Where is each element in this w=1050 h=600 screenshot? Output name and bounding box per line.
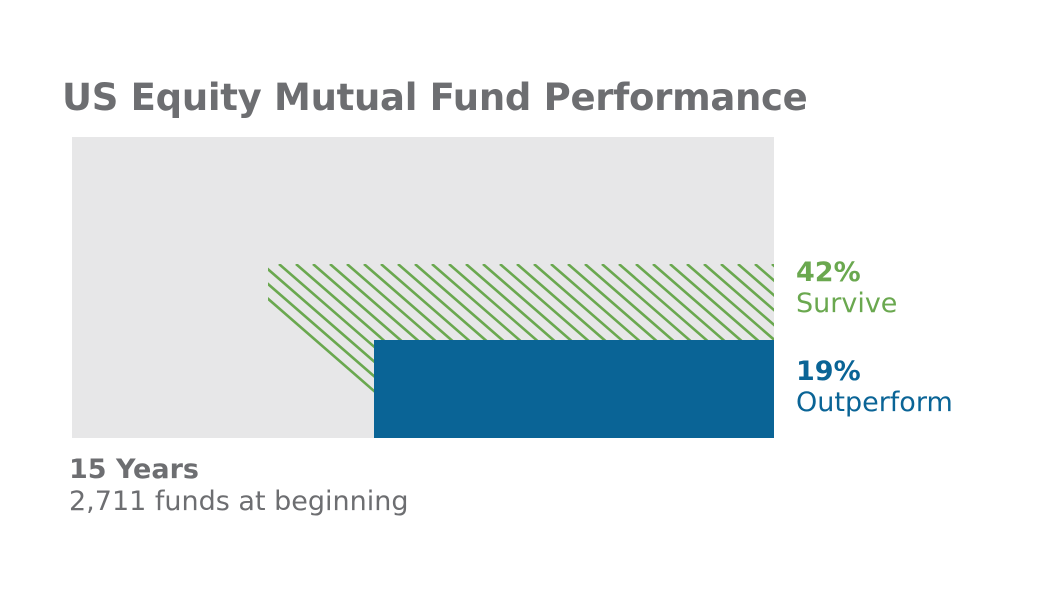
period-label-group: 15 Years 2,711 funds at beginning bbox=[69, 454, 408, 518]
survive-percent-label: 42% bbox=[796, 257, 861, 288]
survive-hatch-line bbox=[686, 264, 774, 342]
survive-hatch-line bbox=[720, 264, 774, 312]
period-label: 15 Years bbox=[69, 454, 199, 485]
survive-hatch-line bbox=[703, 264, 774, 327]
period-sublabel: 2,711 funds at beginning bbox=[69, 486, 409, 517]
outperform-bar bbox=[374, 340, 774, 438]
outperform-text-label: Outperform bbox=[796, 387, 953, 418]
chart-title: US Equity Mutual Fund Performance bbox=[62, 76, 808, 119]
outperform-label-group: 19% Outperform bbox=[796, 356, 953, 418]
survive-label-group: 42% Survive bbox=[796, 257, 897, 319]
survive-hatch-line bbox=[737, 264, 774, 298]
survive-text-label: Survive bbox=[796, 288, 898, 319]
outperform-percent-label: 19% bbox=[796, 356, 861, 387]
